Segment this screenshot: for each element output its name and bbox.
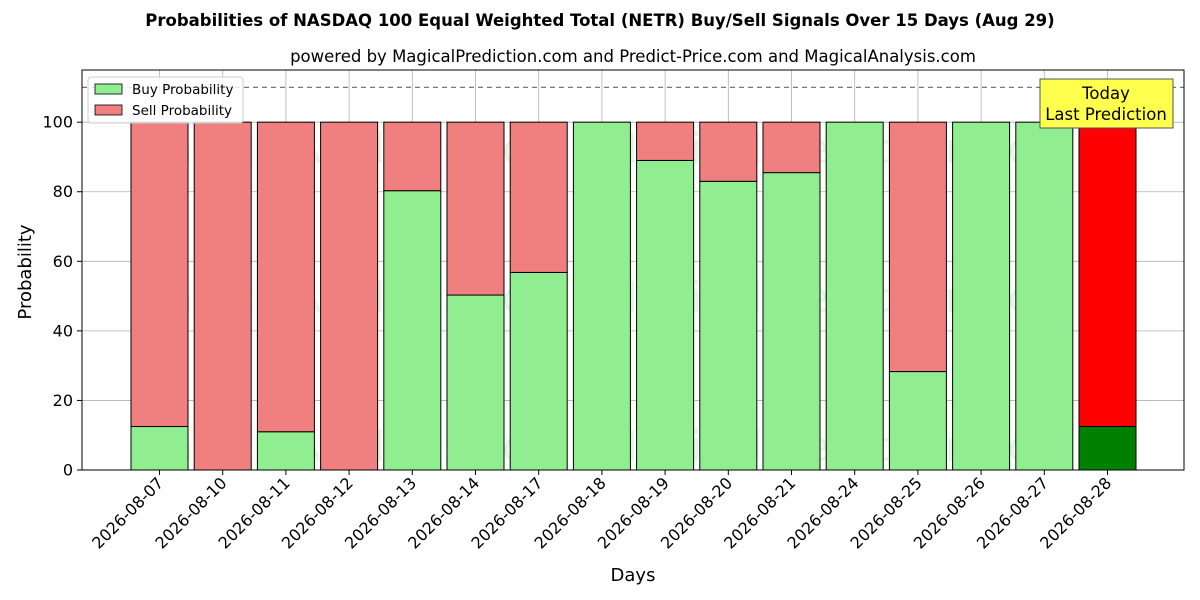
bar-buy	[446, 294, 505, 471]
x-axis-label: Days	[611, 565, 656, 586]
bar-sell	[256, 121, 315, 433]
y-tick-label: 20	[53, 391, 73, 410]
bar-sell	[320, 121, 379, 471]
legend-swatch-sell	[94, 104, 123, 116]
bar-sell	[636, 121, 695, 161]
bar-buy	[572, 121, 631, 471]
plot-frame	[81, 69, 1185, 471]
bar-buy	[825, 121, 884, 471]
bar-buy	[1078, 426, 1137, 471]
bar-buy	[952, 121, 1011, 471]
bar-buy	[509, 271, 568, 471]
bar-sell	[193, 121, 252, 471]
y-tick-label: 0	[63, 461, 73, 480]
y-tick-label: 80	[53, 182, 73, 201]
bar-sell	[1078, 121, 1137, 428]
y-tick-label: 40	[53, 321, 73, 340]
bar-sell	[762, 121, 821, 174]
legend-label-sell: Sell Probability	[132, 103, 232, 119]
x-axis-ticks: 2026-08-072026-08-102026-08-112026-08-12…	[88, 470, 1115, 553]
y-tick-label: 100	[42, 113, 73, 132]
y-axis-label: Probability	[15, 224, 36, 319]
bar-buy	[256, 431, 315, 471]
chart-title: Probabilities of NASDAQ 100 Equal Weight…	[145, 11, 1054, 30]
legend-box	[87, 76, 244, 124]
y-axis-ticks: 0 20 40 60 80 100	[42, 113, 82, 480]
bar-buy	[383, 190, 442, 471]
chart-subtitle: powered by MagicalPrediction.com and Pre…	[290, 47, 976, 66]
bar-buy	[130, 426, 189, 471]
legend: Buy Probability Sell Probability	[87, 76, 244, 124]
annotation-box	[1039, 78, 1174, 129]
bar-sell	[509, 121, 568, 273]
bar-buy	[762, 172, 821, 471]
bar-buy	[1015, 121, 1074, 471]
bar-buy	[636, 159, 695, 471]
bar-sell	[888, 121, 947, 373]
bar-buy	[699, 180, 758, 471]
bar-sell	[446, 121, 505, 296]
bar-sell	[130, 121, 189, 428]
bars	[130, 121, 1137, 471]
bar-buy	[888, 371, 947, 471]
annotation-line-today: Today	[1081, 84, 1130, 103]
today-annotation: Today Last Prediction	[1039, 78, 1174, 129]
legend-label-buy: Buy Probability	[132, 82, 233, 98]
bar-sell	[699, 121, 758, 182]
annotation-line-last-prediction: Last Prediction	[1045, 105, 1167, 124]
legend-swatch-buy	[94, 83, 123, 95]
y-tick-label: 60	[53, 252, 73, 271]
bar-sell	[383, 121, 442, 192]
